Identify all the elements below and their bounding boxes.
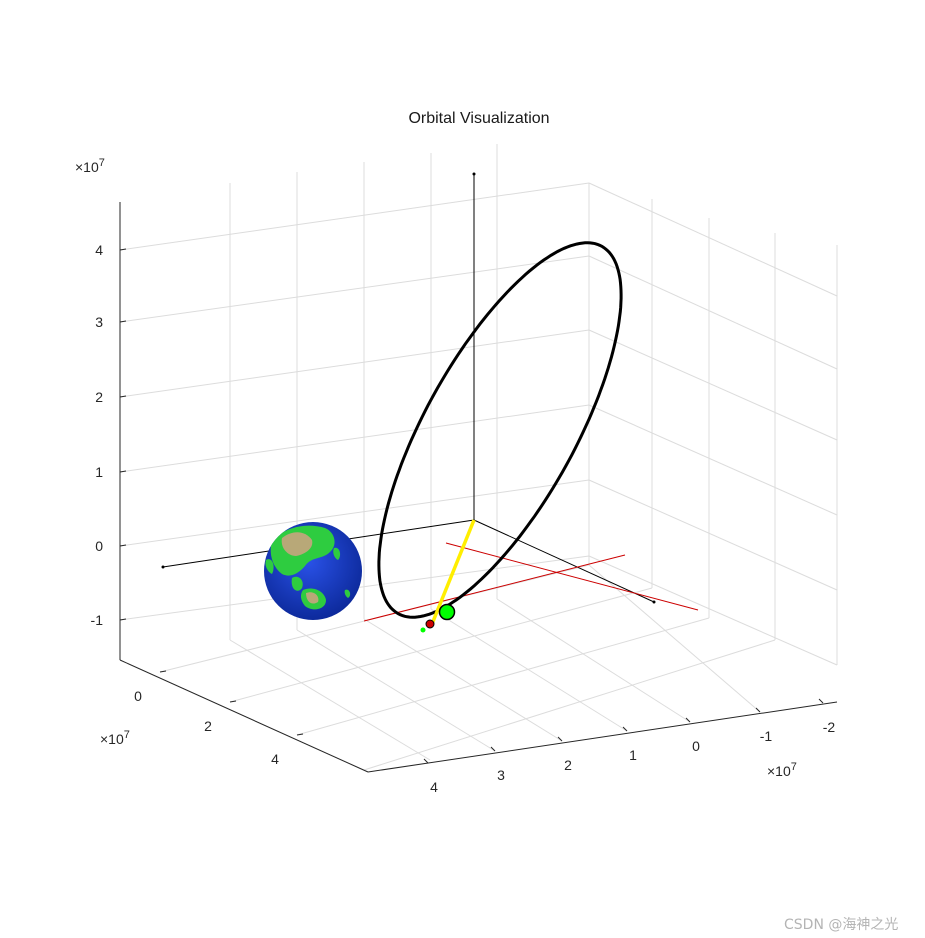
z-tick-label: 1 — [95, 464, 103, 480]
grid-line — [119, 479, 590, 547]
z-tick-label: 0 — [95, 538, 103, 554]
x-axis-tip — [161, 565, 165, 569]
grid-line — [119, 329, 590, 398]
z-tick-label: 3 — [95, 314, 103, 330]
grid-line — [119, 404, 590, 473]
x-axis-line — [367, 701, 838, 773]
z-tick-mark — [119, 618, 127, 621]
x-tick-label: -2 — [823, 719, 836, 735]
grid-line — [588, 555, 838, 666]
x-tick-label: -1 — [760, 728, 773, 744]
z-exponent-label: ×107 — [75, 157, 105, 175]
grid-line — [496, 598, 691, 723]
satellite-marker-red — [425, 619, 435, 629]
grid-line — [229, 587, 653, 703]
x-tick-label: 2 — [564, 757, 572, 773]
grid-line — [588, 182, 838, 297]
grid-line — [296, 617, 710, 736]
orbit-path — [377, 241, 623, 619]
grid-line — [119, 255, 590, 323]
grid-line — [588, 329, 838, 441]
x-exponent-label: ×107 — [767, 761, 797, 779]
z-tick-label: 2 — [95, 389, 103, 405]
satellite-marker — [438, 603, 456, 621]
watermark-text: CSDN @海神之光 — [784, 917, 898, 933]
axes-box — [119, 202, 838, 773]
tick-labels: 4 3 2 1 0 -1 0 2 4 4 3 2 1 0 -1 -2 — [91, 242, 836, 795]
z-tick-mark — [119, 320, 127, 323]
sun-vector — [430, 519, 476, 625]
y-tick-mark — [159, 670, 167, 673]
grid-line — [363, 639, 776, 771]
z-tick-mark — [119, 544, 127, 547]
chart-title: Orbital Visualization — [408, 110, 549, 127]
grid-line — [588, 479, 838, 591]
x-tick-mark — [818, 698, 824, 704]
x-tick-mark — [423, 758, 429, 764]
x-tick-label: 3 — [497, 767, 505, 783]
y-reference-axis — [473, 519, 655, 603]
frame-line-2 — [363, 554, 626, 622]
z-tick-label: 4 — [95, 242, 103, 258]
x-tick-mark — [622, 726, 628, 732]
satellite-markers — [420, 603, 456, 633]
x-tick-mark — [755, 707, 761, 713]
z-tick-mark — [119, 470, 127, 473]
y-tick-mark — [229, 700, 237, 703]
y-tick-mark — [296, 733, 304, 736]
y-axis-line — [119, 659, 369, 773]
y-tick-label: 4 — [271, 751, 279, 767]
x-tick-mark — [490, 746, 496, 752]
x-tick-mark — [685, 717, 691, 723]
grid-line — [296, 629, 496, 752]
grid-line — [588, 404, 838, 516]
z-tick-label: -1 — [91, 612, 104, 628]
grid-line — [119, 182, 590, 251]
satellite-marker-small — [420, 627, 426, 633]
x-tick-label: 0 — [692, 738, 700, 754]
reference-axes — [161, 172, 656, 604]
grid-line — [363, 618, 563, 742]
x-tick-label: 4 — [430, 779, 438, 795]
y-tick-label: 2 — [204, 718, 212, 734]
z-axis-tip — [472, 172, 476, 176]
y-exponent-label: ×107 — [100, 729, 130, 747]
z-tick-mark — [119, 248, 127, 251]
x-tick-label: 1 — [629, 747, 637, 763]
y-axis-tip — [652, 600, 656, 604]
frame-line-1 — [445, 542, 699, 611]
y-tick-label: 0 — [134, 688, 142, 704]
frame-lines — [363, 542, 699, 622]
z-tick-mark — [119, 395, 127, 398]
earth-sphere — [264, 522, 362, 620]
grid-line — [430, 608, 628, 732]
grid-line — [229, 639, 431, 761]
grid-lines — [119, 144, 838, 773]
grid-line — [588, 255, 838, 370]
x-tick-mark — [557, 736, 563, 742]
grid-line — [588, 564, 761, 713]
